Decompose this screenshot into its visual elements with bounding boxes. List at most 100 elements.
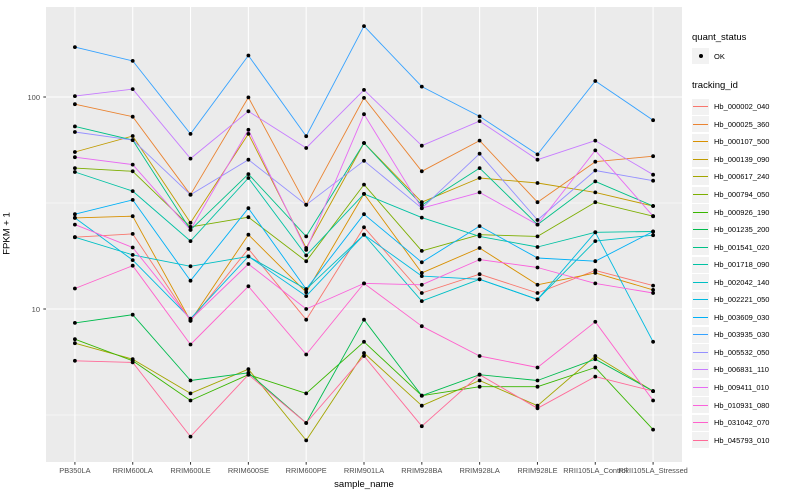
data-point: [246, 284, 251, 289]
data-point: [130, 245, 135, 250]
legend-item: Hb_000926_190: [692, 203, 798, 221]
data-point: [593, 148, 598, 153]
data-point: [304, 391, 309, 396]
data-point: [419, 291, 424, 295]
data-point: [304, 438, 309, 443]
data-point: [593, 230, 598, 235]
legend-key: [692, 256, 709, 273]
legend-swatch-icon: [693, 229, 708, 231]
data-point: [130, 134, 135, 138]
data-point: [419, 299, 424, 303]
legend-item: Hb_000107_500: [692, 133, 798, 151]
legend-item-label: Hb_001235_200: [714, 225, 770, 235]
legend-item-label: Hb_009411_010: [714, 383, 769, 393]
data-point: [246, 215, 251, 220]
legend-swatch-icon: [693, 281, 708, 283]
data-point: [651, 427, 655, 432]
legend-item: Hb_000002_040: [692, 98, 798, 116]
data-point: [593, 354, 598, 358]
x-tick-label: RRII105LA_Control: [563, 466, 628, 475]
legend-item: Hb_002221_050: [692, 291, 798, 309]
legend-swatch-icon: [693, 404, 708, 406]
data-point: [73, 150, 77, 154]
legend-swatch-icon: [693, 106, 708, 108]
legend-item-label: Hb_005532_050: [714, 347, 770, 357]
y-tick-label: 10: [31, 304, 40, 314]
x-tick-label: RRIM600PE: [285, 466, 327, 475]
legend-swatch-icon: [693, 176, 708, 178]
data-point: [477, 272, 482, 277]
legend-item-label: Hb_003935_030: [714, 330, 770, 340]
data-point: [535, 218, 540, 222]
legend-item-label: Hb_000107_500: [714, 137, 770, 147]
data-point: [419, 424, 424, 429]
legend-item-label: Hb_000794_050: [714, 190, 770, 199]
legend: quant_status OK tracking_id Hb_000002_04…: [692, 32, 798, 449]
data-point: [535, 282, 540, 287]
data-point: [477, 354, 482, 358]
data-point: [593, 79, 598, 83]
legend-item-label: Hb_001718_090: [714, 260, 770, 270]
data-point: [535, 291, 540, 295]
data-point: [419, 271, 424, 275]
data-point: [73, 222, 77, 227]
data-point: [130, 312, 135, 317]
legend-item: Hb_001235_200: [692, 221, 798, 239]
legend-item-label: Hb_000617_240: [714, 172, 770, 182]
data-point: [593, 365, 598, 370]
legend-swatch-icon: [693, 351, 708, 353]
legend-title-tracking-id: tracking_id: [692, 80, 738, 91]
legend-item: Hb_010931_080: [692, 396, 798, 414]
data-point: [73, 94, 77, 98]
legend-item-label: Hb_003609_030: [714, 312, 770, 322]
data-point: [304, 248, 309, 252]
data-point: [362, 88, 366, 92]
data-point: [651, 204, 655, 208]
data-point: [362, 225, 366, 230]
legend-item-label: Hb_045793_010: [714, 435, 770, 445]
legend-item: Hb_006831_110: [692, 361, 798, 379]
data-point: [130, 138, 135, 143]
data-point: [130, 360, 135, 365]
data-point: [419, 215, 424, 220]
legend-key: [692, 151, 709, 168]
legend-swatch-icon: [693, 246, 708, 248]
legend-key: [692, 309, 709, 326]
data-point: [477, 378, 482, 383]
data-point: [419, 324, 424, 329]
legend-swatch-icon: [693, 211, 708, 213]
legend-key: [692, 133, 709, 150]
data-point: [651, 398, 655, 403]
data-point: [362, 182, 366, 187]
legend-key: [692, 432, 709, 449]
data-point: [593, 281, 598, 286]
legend-swatch-icon: [693, 194, 708, 195]
legend-key: [692, 326, 709, 343]
data-point: [651, 172, 655, 177]
data-point: [130, 253, 135, 257]
data-point: [188, 342, 193, 347]
x-tick-label: RRIM600SE: [227, 466, 269, 475]
data-point: [651, 291, 655, 295]
data-point: [188, 398, 193, 403]
data-point: [477, 277, 482, 282]
data-point: [73, 45, 77, 49]
legend-swatch-icon: [693, 334, 708, 336]
legend-item-label: Hb_010931_080: [714, 400, 770, 410]
data-point: [419, 206, 424, 211]
data-point: [651, 283, 655, 288]
legend-tracking-items: Hb_000002_040 Hb_000025_360 Hb_000107_500 H…: [692, 96, 798, 449]
data-point: [593, 271, 598, 275]
legend-item: Hb_001541_020: [692, 238, 798, 256]
legend-item-label: Hb_000002_040: [714, 102, 770, 112]
legend-swatch-icon: [693, 369, 708, 371]
legend-item: Hb_000025_360: [692, 116, 798, 134]
data-point: [535, 152, 540, 157]
legend-key: [692, 98, 709, 115]
data-point: [419, 282, 424, 287]
legend-swatch-icon: [693, 439, 708, 441]
legend-item-label: Hb_000139_090: [714, 154, 770, 164]
data-point: [304, 317, 309, 322]
data-point: [477, 257, 482, 262]
